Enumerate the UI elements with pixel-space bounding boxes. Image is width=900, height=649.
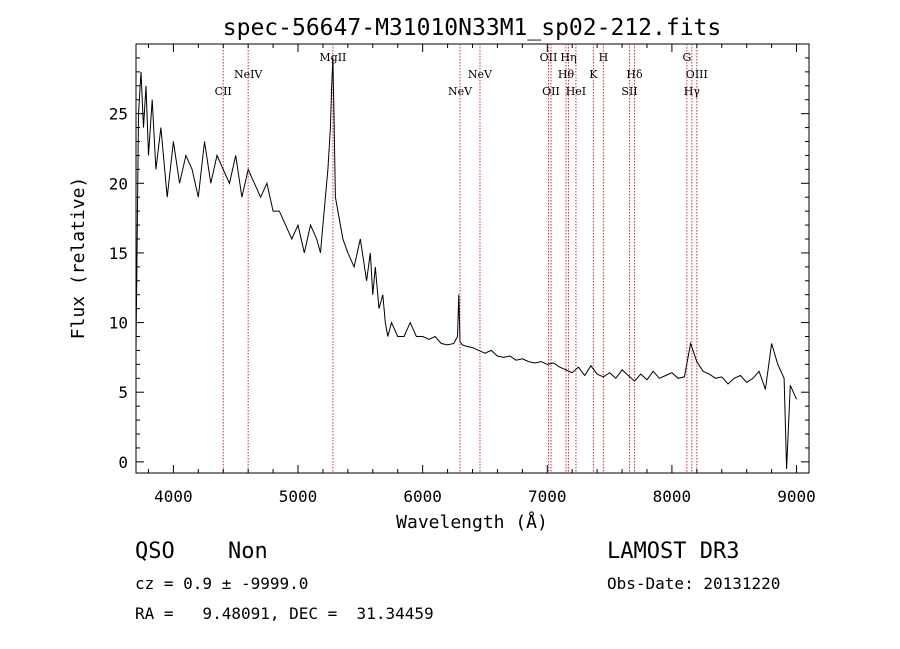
line-label-11: H <box>599 51 609 64</box>
spectral-line-labels: CIINeIVMgIINeVNeVOIIOIIHθHηHeIKHSIIHδGHγ… <box>215 51 708 98</box>
coordinates: RA = 9.48091, DEC = 31.34459 <box>135 604 434 623</box>
line-label-14: G <box>682 51 691 64</box>
x-tick-label-1: 5000 <box>279 487 318 506</box>
y-tick-label-0: 0 <box>118 453 128 472</box>
chart-title: spec-56647-M31010N33M1_sp02-212.fits <box>223 15 722 41</box>
line-label-3: NeV <box>448 85 473 98</box>
x-tick-label-2: 6000 <box>403 487 442 506</box>
plot-frame <box>135 43 810 474</box>
x-tick-label-5: 9000 <box>777 487 816 506</box>
line-label-9: HeI <box>566 85 586 98</box>
line-label-16: OIII <box>686 68 708 81</box>
object-subclass: Non <box>228 539 268 564</box>
y-tick-label-5: 25 <box>109 105 128 124</box>
y-tick-label-3: 15 <box>109 244 128 263</box>
line-label-2: MgII <box>319 51 346 64</box>
line-label-5: OII <box>540 51 558 64</box>
redshift-info: cz = 0.9 ± -9999.0 <box>135 574 308 593</box>
x-tick-label-4: 8000 <box>653 487 692 506</box>
y-tick-label-1: 5 <box>118 383 128 402</box>
x-tick-label-0: 4000 <box>154 487 193 506</box>
line-label-6: OII <box>542 85 560 98</box>
object-class: QSO <box>135 539 175 564</box>
observation-date: Obs-Date: 20131220 <box>607 574 780 593</box>
spectral-line-markers <box>222 44 698 473</box>
line-label-8: Hη <box>560 51 576 64</box>
line-label-15: Hγ <box>684 85 701 98</box>
y-tick-label-4: 20 <box>109 174 128 193</box>
y-axis-ticks: 0 5 10 15 20 25 <box>109 57 809 472</box>
line-label-0: CII <box>215 85 232 98</box>
line-label-7: Hθ <box>558 68 575 81</box>
line-label-12: SII <box>621 85 637 98</box>
line-label-1: NeIV <box>234 68 263 81</box>
y-axis-label: Flux (relative) <box>68 177 89 340</box>
spectrum-line <box>135 57 797 469</box>
x-axis-ticks: 4000 5000 6000 7000 8000 9000 <box>147 44 816 506</box>
survey-name: LAMOST DR3 <box>607 539 739 564</box>
line-label-4: NeV <box>468 68 493 81</box>
line-label-13: Hδ <box>626 68 643 81</box>
line-label-10: K <box>589 68 598 81</box>
y-tick-label-2: 10 <box>109 314 128 333</box>
x-axis-label: Wavelength (Å) <box>396 511 548 533</box>
x-tick-label-3: 7000 <box>528 487 567 506</box>
